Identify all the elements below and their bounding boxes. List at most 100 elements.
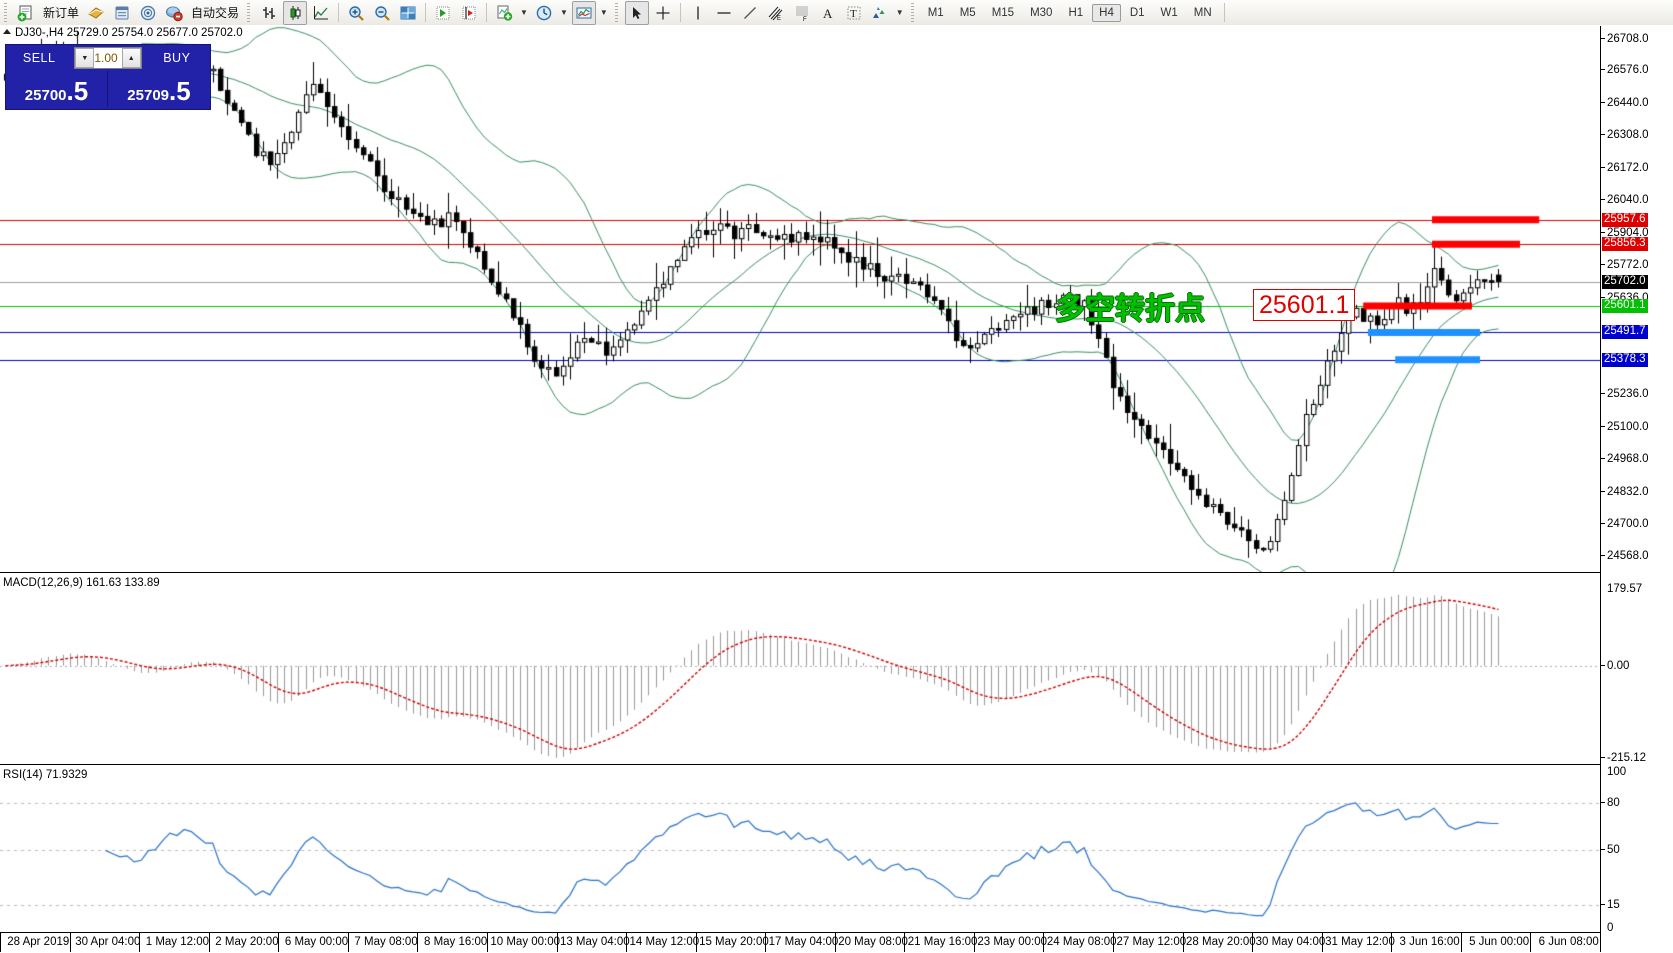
timeframe-m5-button[interactable]: M5 xyxy=(959,6,976,19)
buy-price-fraction: .5 xyxy=(169,76,191,106)
time-separator xyxy=(626,933,628,952)
price-tag-resistance-line-2[interactable]: 25856.3 xyxy=(1602,237,1648,252)
collapse-icon[interactable] xyxy=(3,29,11,34)
svg-text:A: A xyxy=(823,6,833,21)
macd-tick: 179.57 xyxy=(1607,583,1643,595)
bar-chart-icon[interactable] xyxy=(257,1,281,25)
time-separator xyxy=(69,933,71,952)
text-icon[interactable]: A xyxy=(816,1,840,25)
autotrading-icon[interactable] xyxy=(162,1,186,25)
time-separator xyxy=(278,933,280,952)
price-tag-support-line-2[interactable]: 25378.3 xyxy=(1602,352,1648,367)
volume-decrement-icon[interactable]: ▼ xyxy=(75,48,95,68)
timeframe-h4-button[interactable]: H4 xyxy=(1092,3,1121,22)
sell-price[interactable]: 25700.5 xyxy=(6,71,108,107)
new-order-label[interactable]: 新订单 xyxy=(43,6,80,20)
time-label: 21 May 16:00 xyxy=(907,936,978,948)
expert-advisors-icon[interactable] xyxy=(84,1,108,25)
new-order-icon[interactable] xyxy=(14,1,38,25)
toolbar-grip-3[interactable] xyxy=(613,2,621,23)
timeframe-w1-button[interactable]: W1 xyxy=(1160,6,1178,19)
shapes-dropdown-icon[interactable]: ▼ xyxy=(895,7,904,17)
toolbar-grip-2[interactable] xyxy=(246,2,254,23)
chart-window[interactable]: DJ30-,H4 25729.0 25754.0 25677.0 25702.0… xyxy=(0,25,1673,952)
autotrading-label[interactable]: 自动交易 xyxy=(191,6,240,20)
line-chart-icon[interactable] xyxy=(309,1,333,25)
price-tick: 24568.0 xyxy=(1601,550,1649,562)
trendline-icon[interactable] xyxy=(738,1,762,25)
chart-annotation-text[interactable]: 多空转折点 xyxy=(1055,291,1205,327)
toolbar-separator-1 xyxy=(338,3,340,22)
octp-top-row: SELL ▼ 1.00 ▲ BUY xyxy=(6,45,210,71)
time-label: 15 May 20:00 xyxy=(699,936,769,948)
timeframe-mn-button[interactable]: MN xyxy=(1193,6,1212,19)
time-scale[interactable]: 28 Apr 2019 30 Apr 04:00 1 May 12:00 2 May … xyxy=(0,932,1600,953)
timeframe-d1-button[interactable]: D1 xyxy=(1129,6,1145,19)
vertical-line-icon[interactable] xyxy=(686,1,710,25)
time-label: 31 May 12:00 xyxy=(1325,936,1395,948)
auto-scroll-icon[interactable] xyxy=(431,1,455,25)
price-tick: 26576.0 xyxy=(1601,64,1649,76)
time-separator xyxy=(1113,933,1115,952)
time-label: 24 May 08:00 xyxy=(1046,936,1117,948)
price-tick: 26172.0 xyxy=(1601,162,1649,174)
crosshair-icon[interactable] xyxy=(651,1,675,25)
timeframe-m1-button[interactable]: M1 xyxy=(927,6,944,19)
templates-dropdown-icon[interactable]: ▼ xyxy=(599,7,608,17)
price-tag-last-price-tag[interactable]: 25702.0 xyxy=(1602,274,1648,289)
time-label: 14 May 12:00 xyxy=(629,936,700,948)
rsi-label: RSI(14) 71.9329 xyxy=(3,769,88,781)
buy-price[interactable]: 25709.5 xyxy=(108,71,210,107)
price-pane[interactable] xyxy=(0,26,1600,572)
buy-button[interactable]: BUY xyxy=(163,51,191,65)
time-label: 8 May 16:00 xyxy=(423,936,488,948)
zoom-in-icon[interactable] xyxy=(344,1,368,25)
macd-canvas[interactable] xyxy=(0,576,1600,764)
zoom-out-icon[interactable] xyxy=(370,1,394,25)
period-icon[interactable] xyxy=(532,1,556,25)
tile-windows-icon[interactable] xyxy=(396,1,420,25)
volume-increment-icon[interactable]: ▲ xyxy=(121,48,141,68)
rsi-canvas[interactable] xyxy=(0,768,1600,932)
octp-price-row: 25700.5 25709.5 xyxy=(6,71,210,107)
svg-text:E: E xyxy=(777,16,781,22)
toolbar-separator-3 xyxy=(486,3,488,22)
time-label: 3 Jun 16:00 xyxy=(1399,936,1460,948)
macd-pane[interactable]: MACD(12,26,9) 161.63 133.89 xyxy=(0,576,1600,764)
price-chart-canvas[interactable] xyxy=(0,26,1600,572)
horizontal-line-icon[interactable] xyxy=(712,1,736,25)
templates-icon[interactable] xyxy=(571,0,596,25)
chart-price-label-box[interactable]: 25601.1 xyxy=(1253,288,1356,321)
equidistant-channel-icon[interactable]: E xyxy=(764,1,788,25)
rsi-pane[interactable]: RSI(14) 71.9329 xyxy=(0,768,1600,932)
price-tick: 26440.0 xyxy=(1601,97,1649,109)
time-label: 27 May 12:00 xyxy=(1116,936,1187,948)
add-indicator-dropdown-icon[interactable]: ▼ xyxy=(520,7,528,17)
add-indicator-icon[interactable] xyxy=(492,1,516,25)
price-tag-pivot-line[interactable]: 25601.1 xyxy=(1602,298,1648,313)
price-tag-support-line-1[interactable]: 25491.7 xyxy=(1602,325,1648,340)
signals-icon[interactable] xyxy=(136,1,160,25)
sell-button[interactable]: SELL xyxy=(22,51,56,65)
chart-shift-icon[interactable] xyxy=(457,1,481,25)
volume-input[interactable]: 1.00 xyxy=(94,51,118,65)
price-scale[interactable]: 26708.0 26576.0 26440.0 26308.0 26172.0 26040… xyxy=(1600,26,1673,952)
fibonacci-icon[interactable]: F xyxy=(790,1,814,25)
volume-stepper[interactable]: ▼ 1.00 ▲ xyxy=(74,47,142,69)
candlestick-chart-icon[interactable] xyxy=(283,0,308,25)
shapes-icon[interactable] xyxy=(868,1,892,25)
symbol-info-bar: DJ30-,H4 25729.0 25754.0 25677.0 25702.0 xyxy=(0,26,243,41)
text-label-icon[interactable]: T xyxy=(842,1,866,25)
timeframe-h1-button[interactable]: H1 xyxy=(1068,6,1084,19)
timeframe-m30-button[interactable]: M30 xyxy=(1030,6,1053,19)
data-window-icon[interactable] xyxy=(110,1,134,25)
toolbar-grip[interactable] xyxy=(3,2,10,23)
timeframe-m15-button[interactable]: M15 xyxy=(991,6,1015,19)
one-click-trading-panel[interactable]: SELL ▼ 1.00 ▲ BUY 25700.5 25709.5 xyxy=(5,44,211,110)
cursor-icon[interactable] xyxy=(624,0,649,25)
toolbar-grip-4[interactable] xyxy=(909,2,917,23)
symbol-ohlc-text: DJ30-,H4 25729.0 25754.0 25677.0 25702.0 xyxy=(15,27,243,39)
time-separator xyxy=(695,933,697,952)
price-tag-resistance-line-1[interactable]: 25957.6 xyxy=(1602,212,1648,227)
period-dropdown-icon[interactable]: ▼ xyxy=(559,7,568,17)
